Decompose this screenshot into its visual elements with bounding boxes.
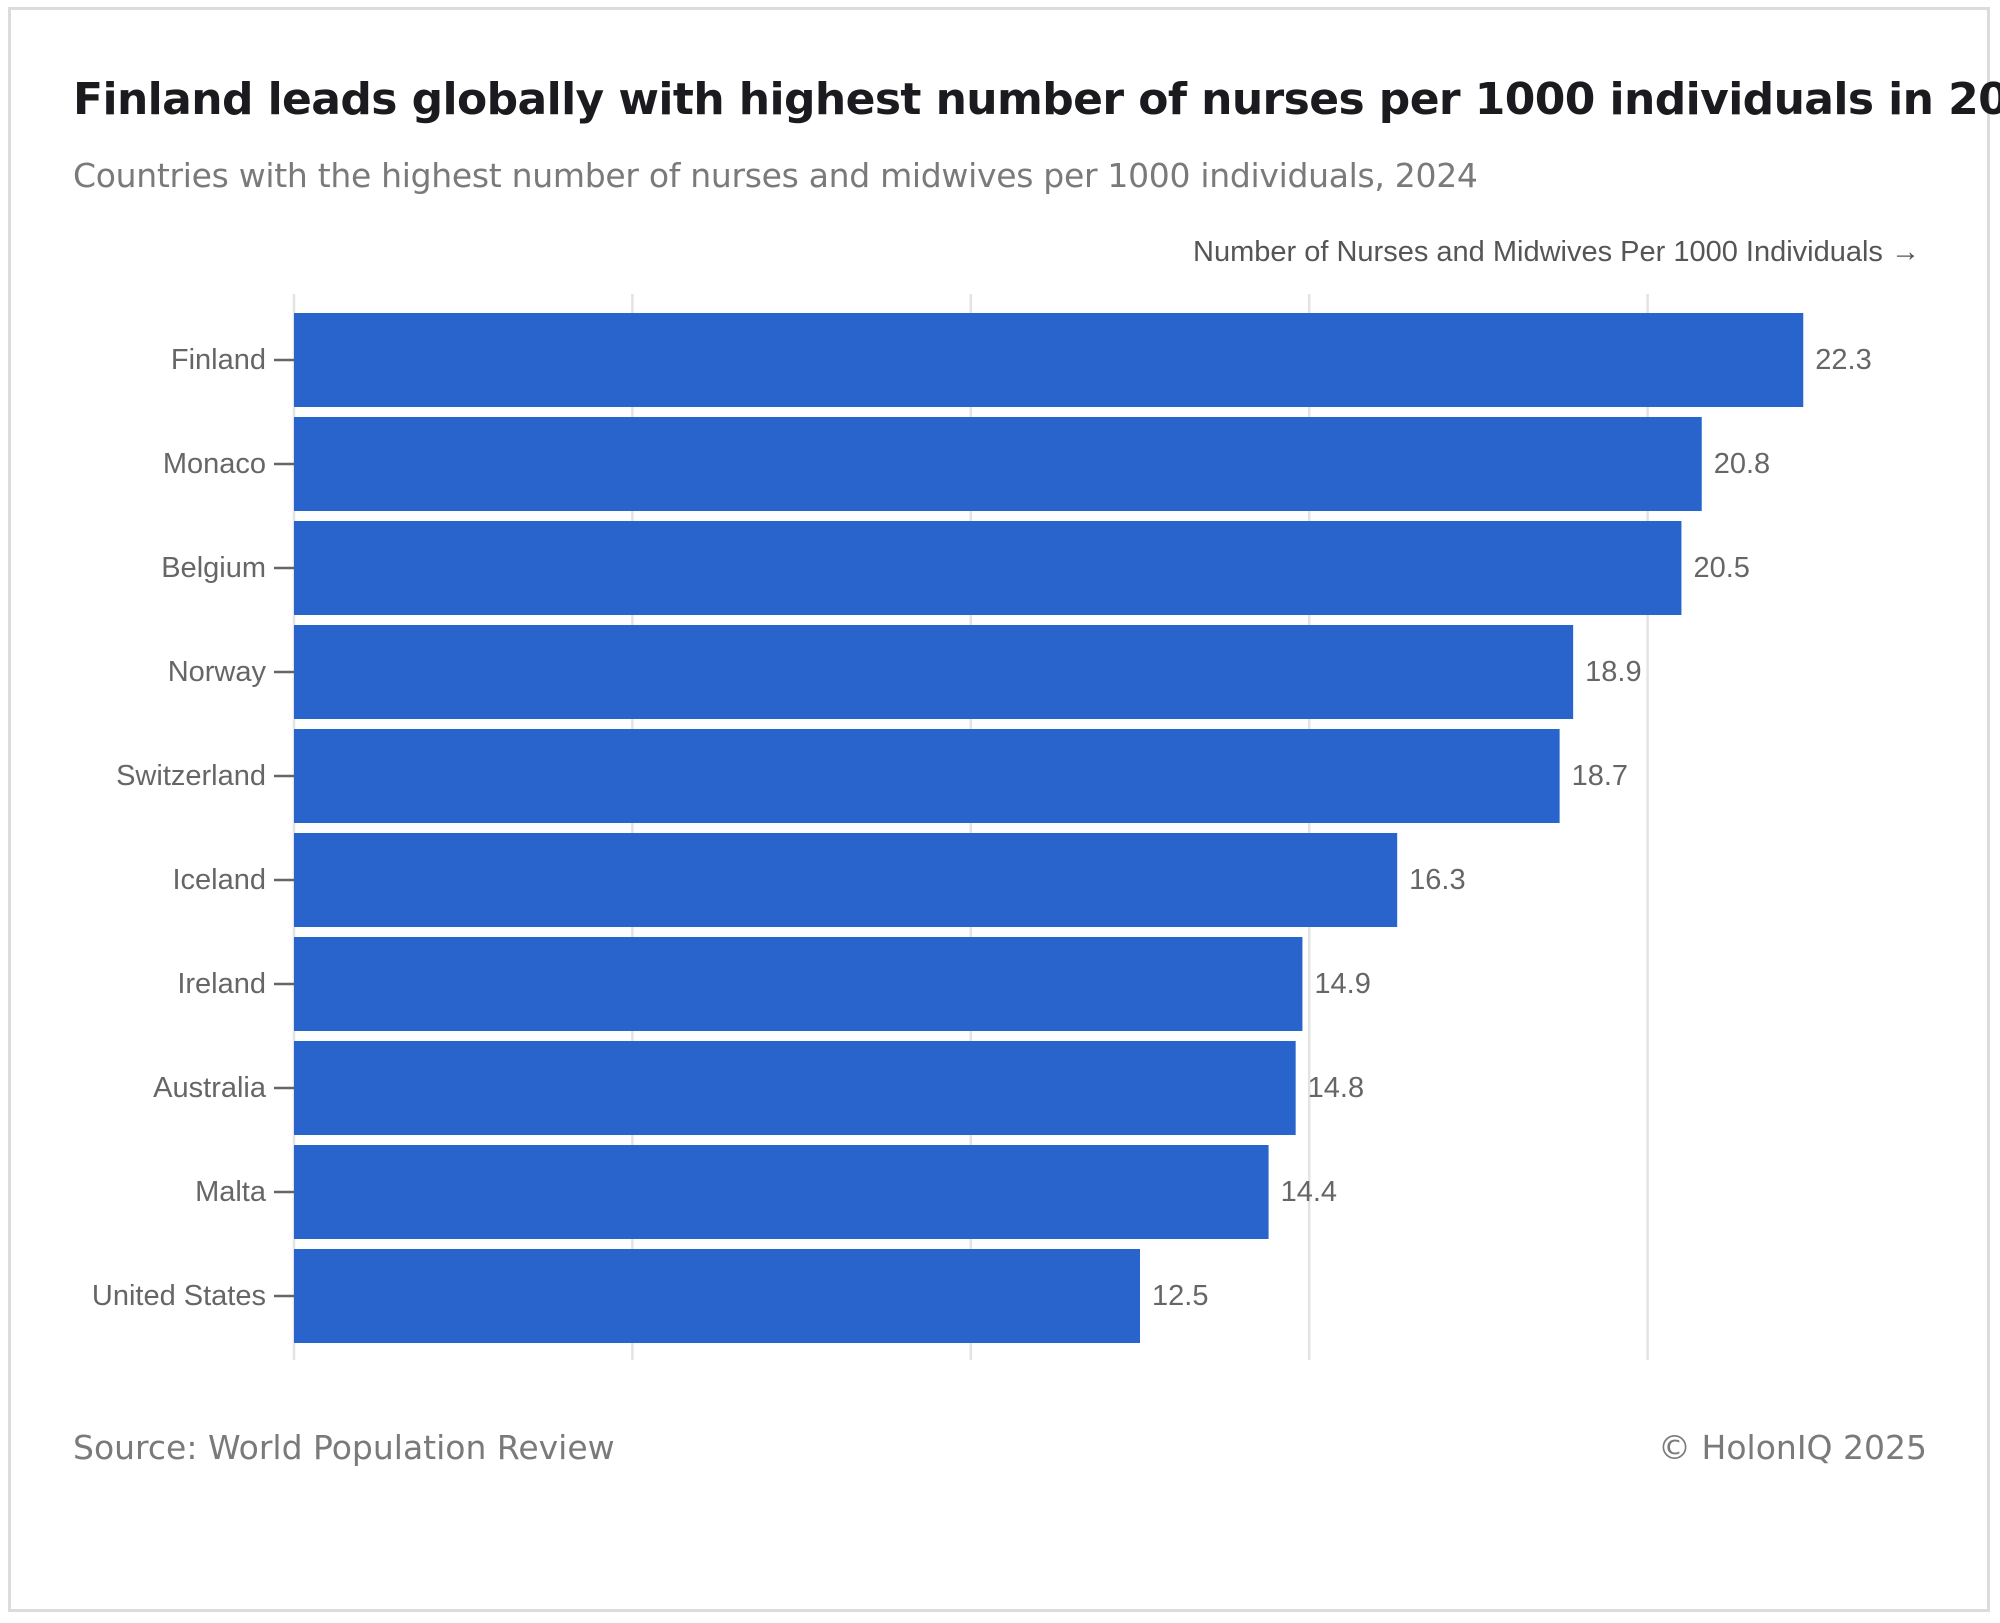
data-label: 14.9 bbox=[1314, 968, 1370, 1000]
bar bbox=[294, 1145, 1269, 1239]
y-tick-label: Ireland bbox=[177, 968, 266, 1000]
data-label: 20.5 bbox=[1693, 552, 1749, 584]
bar bbox=[294, 521, 1682, 615]
y-tick-label: Norway bbox=[168, 656, 267, 688]
y-tick-label: Monaco bbox=[163, 448, 266, 480]
copyright-note: © HolonIQ 2025 bbox=[1658, 1428, 1927, 1467]
data-label: 14.8 bbox=[1308, 1072, 1364, 1104]
y-tick-label: Finland bbox=[171, 344, 266, 376]
data-label: 16.3 bbox=[1409, 864, 1465, 896]
y-tick-label: Australia bbox=[153, 1072, 267, 1104]
chart-title: Finland leads globally with highest numb… bbox=[73, 74, 2000, 125]
bar bbox=[294, 417, 1702, 511]
bar bbox=[294, 1041, 1296, 1135]
y-tick-label: Belgium bbox=[161, 552, 266, 584]
data-label: 12.5 bbox=[1152, 1280, 1208, 1312]
data-label: 18.7 bbox=[1572, 760, 1628, 792]
bar bbox=[294, 625, 1574, 719]
bar bbox=[294, 937, 1303, 1031]
bar bbox=[294, 833, 1398, 927]
chart-subtitle: Countries with the highest number of nur… bbox=[73, 156, 1478, 195]
y-tick-label: Switzerland bbox=[116, 760, 266, 792]
y-tick-label: Iceland bbox=[172, 864, 266, 896]
y-tick-label: Malta bbox=[195, 1176, 267, 1208]
data-label: 14.4 bbox=[1281, 1176, 1337, 1208]
bar bbox=[294, 1249, 1140, 1343]
data-label: 22.3 bbox=[1815, 344, 1871, 376]
data-label: 20.8 bbox=[1714, 448, 1770, 480]
y-tick-label: United States bbox=[92, 1280, 266, 1312]
x-axis-title: Number of Nurses and Midwives Per 1000 I… bbox=[1193, 236, 1920, 268]
bar bbox=[294, 729, 1560, 823]
bar bbox=[294, 313, 1804, 407]
source-note: Source: World Population Review bbox=[73, 1428, 615, 1467]
data-label: 18.9 bbox=[1585, 656, 1641, 688]
